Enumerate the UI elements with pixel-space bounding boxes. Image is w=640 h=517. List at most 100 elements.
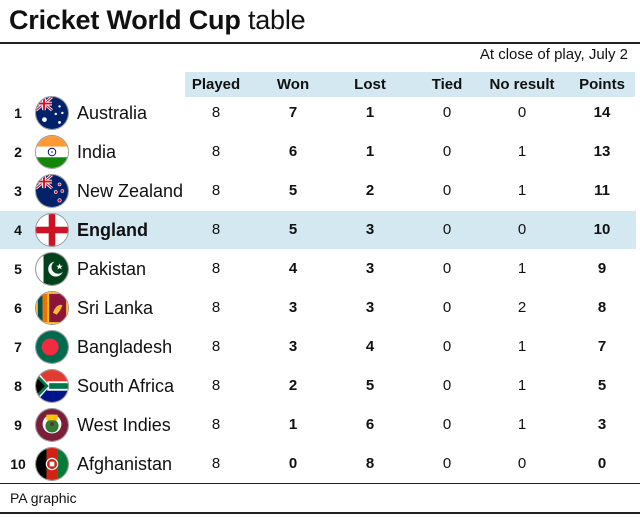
team-name: Bangladesh <box>77 337 173 357</box>
new-zealand-flag-icon <box>35 174 69 208</box>
won-cell: 7 <box>288 104 298 121</box>
column-header-tied: Tied <box>431 76 463 93</box>
lost-cell: 2 <box>365 182 375 199</box>
table-row: 5 Pakistan 8 4 3 0 1 9 <box>0 250 640 288</box>
rank-cell: 8 <box>14 378 22 394</box>
sri-lanka-flag-icon <box>35 291 69 325</box>
points-cell: 5 <box>597 377 607 394</box>
nr-cell: 1 <box>517 143 527 160</box>
table-row: 9 West Indies 8 1 6 0 1 3 <box>0 406 640 444</box>
points-cell: 8 <box>597 299 607 316</box>
tied-cell: 0 <box>442 182 452 199</box>
tied-cell: 0 <box>442 260 452 277</box>
lost-cell: 3 <box>365 260 375 277</box>
rank-cell: 2 <box>14 144 22 160</box>
team-name: Australia <box>77 103 148 123</box>
won-cell: 5 <box>288 221 298 238</box>
rank-cell: 7 <box>14 339 22 355</box>
lost-cell: 4 <box>365 338 375 355</box>
lost-cell: 5 <box>365 377 375 394</box>
tied-cell: 0 <box>442 143 452 160</box>
team-name: England <box>77 220 148 240</box>
india-flag-icon <box>35 135 69 169</box>
rank-cell: 9 <box>14 417 22 433</box>
title-light: table <box>247 5 306 35</box>
nr-cell: 0 <box>517 104 527 121</box>
source-credit: PA graphic <box>10 490 77 506</box>
played-cell: 8 <box>211 143 221 160</box>
header-band <box>185 72 635 97</box>
team-name: India <box>77 142 117 162</box>
nr-cell: 1 <box>517 182 527 199</box>
table-row: 2 India 8 6 1 0 1 13 <box>0 133 640 171</box>
afghanistan-flag-icon <box>35 447 69 481</box>
top-divider <box>0 42 640 44</box>
bangladesh-flag-icon <box>35 330 69 364</box>
played-cell: 8 <box>211 221 221 238</box>
rank-cell: 6 <box>14 300 22 316</box>
table-row: 4 England 8 5 3 0 0 10 <box>0 211 640 249</box>
column-header-played: Played <box>191 76 241 93</box>
nr-cell: 1 <box>517 260 527 277</box>
tied-cell: 0 <box>442 338 452 355</box>
bottom-divider <box>0 483 640 484</box>
played-cell: 8 <box>211 416 221 433</box>
nr-cell: 1 <box>517 338 527 355</box>
points-cell: 13 <box>593 143 611 160</box>
table-row: 3 New Zealand 8 5 2 0 1 11 <box>0 172 640 210</box>
tied-cell: 0 <box>442 221 452 238</box>
title-bold: Cricket World Cup <box>9 5 241 35</box>
team-name: West Indies <box>77 415 171 435</box>
lost-cell: 3 <box>365 221 375 238</box>
points-cell: 14 <box>593 104 611 121</box>
england-flag-icon <box>35 213 69 247</box>
rank-cell: 5 <box>14 261 22 277</box>
played-cell: 8 <box>211 299 221 316</box>
tied-cell: 0 <box>442 104 452 121</box>
column-header-no-result: No result <box>489 76 555 93</box>
nr-cell: 1 <box>517 416 527 433</box>
points-cell: 0 <box>597 455 607 472</box>
column-header-lost: Lost <box>354 76 386 93</box>
won-cell: 0 <box>288 455 298 472</box>
table-row: 10 Afghanistan 8 0 8 0 0 0 <box>0 445 640 483</box>
nr-cell: 2 <box>517 299 527 316</box>
played-cell: 8 <box>211 338 221 355</box>
team-name: Afghanistan <box>77 454 173 474</box>
table-row: 8 South Africa 8 2 5 0 1 5 <box>0 367 640 405</box>
points-cell: 9 <box>597 260 607 277</box>
australia-flag-icon <box>35 96 69 130</box>
won-cell: 3 <box>288 338 298 355</box>
lost-cell: 1 <box>365 143 375 160</box>
points-cell: 3 <box>597 416 607 433</box>
won-cell: 5 <box>288 182 298 199</box>
team-name: Sri Lanka <box>77 298 154 318</box>
won-cell: 3 <box>288 299 298 316</box>
played-cell: 8 <box>211 455 221 472</box>
team-name: South Africa <box>77 376 175 396</box>
won-cell: 6 <box>288 143 298 160</box>
column-header-won: Won <box>276 76 310 93</box>
played-cell: 8 <box>211 377 221 394</box>
team-name: New Zealand <box>77 181 184 201</box>
points-cell: 10 <box>593 221 611 238</box>
rank-cell: 3 <box>14 183 22 199</box>
played-cell: 8 <box>211 260 221 277</box>
points-cell: 11 <box>594 182 610 199</box>
rank-cell: 1 <box>14 105 22 121</box>
lost-cell: 1 <box>365 104 375 121</box>
table-row: 1 Australia 8 7 1 0 0 14 <box>0 94 640 132</box>
table-row: 7 Bangladesh 8 3 4 0 1 7 <box>0 328 640 366</box>
rank-cell: 4 <box>14 222 22 238</box>
won-cell: 4 <box>288 260 298 277</box>
tied-cell: 0 <box>442 455 452 472</box>
column-header-points: Points <box>579 76 625 93</box>
lost-cell: 6 <box>365 416 375 433</box>
tied-cell: 0 <box>442 416 452 433</box>
tied-cell: 0 <box>442 299 452 316</box>
subtitle: At close of play, July 2 <box>479 46 628 63</box>
played-cell: 8 <box>211 104 221 121</box>
lost-cell: 8 <box>365 455 375 472</box>
page-title: Cricket World Cup table <box>9 3 306 37</box>
won-cell: 2 <box>288 377 298 394</box>
